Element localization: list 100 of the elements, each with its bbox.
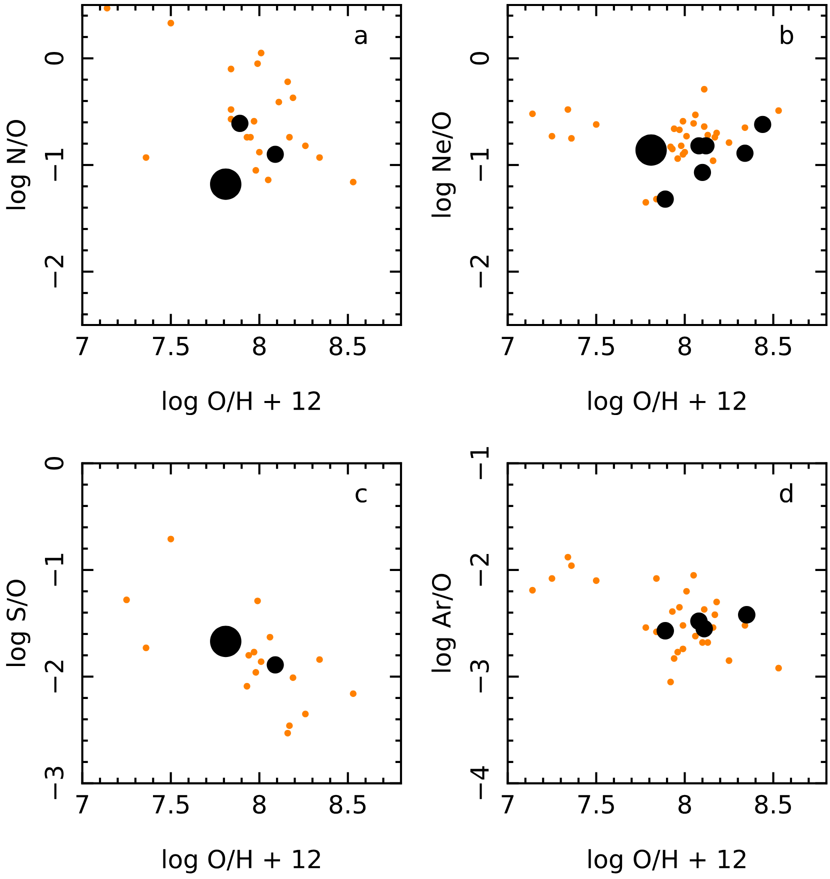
point bbox=[350, 178, 357, 186]
point bbox=[302, 142, 309, 150]
y-tick-label: 0 bbox=[470, 52, 489, 65]
point bbox=[254, 598, 261, 604]
point bbox=[302, 710, 309, 718]
y-tick-label: −1 bbox=[44, 554, 64, 586]
x-tick-label: 8 bbox=[253, 794, 266, 814]
point bbox=[712, 134, 718, 141]
point bbox=[316, 154, 323, 161]
point bbox=[674, 155, 682, 162]
point bbox=[680, 646, 686, 652]
point bbox=[692, 632, 699, 640]
point bbox=[286, 722, 293, 730]
y-tick-label: −4 bbox=[470, 766, 489, 800]
point bbox=[592, 577, 600, 584]
point bbox=[742, 124, 748, 131]
annotation: b bbox=[780, 24, 794, 44]
x-axis-title: log O/H + 12 bbox=[588, 390, 746, 416]
point bbox=[775, 107, 782, 114]
annotation: a bbox=[355, 30, 367, 44]
point bbox=[642, 624, 650, 631]
y-tick-label: 0 bbox=[44, 457, 64, 470]
point bbox=[529, 110, 536, 118]
x-tick-label: 8 bbox=[253, 336, 266, 356]
x-tick-label: 7 bbox=[76, 795, 88, 814]
point bbox=[256, 148, 263, 156]
point bbox=[683, 132, 690, 140]
y-tick-label: −3 bbox=[44, 766, 64, 800]
point bbox=[692, 112, 699, 118]
y-tick-label: −3 bbox=[470, 660, 489, 692]
y-axis-title: log Ar/O bbox=[432, 574, 456, 672]
point bbox=[696, 620, 713, 638]
point bbox=[712, 611, 718, 618]
x-tick-label: 7 bbox=[76, 336, 88, 356]
point bbox=[700, 86, 708, 93]
x-tick-label: 8.5 bbox=[755, 336, 791, 356]
point bbox=[167, 20, 174, 26]
y-tick-label: −2 bbox=[470, 554, 489, 586]
point bbox=[250, 648, 258, 656]
x-axis-title: log O/H + 12 bbox=[163, 390, 320, 416]
y-tick-label: −2 bbox=[44, 660, 64, 692]
point bbox=[700, 123, 708, 130]
point bbox=[713, 598, 720, 606]
point bbox=[142, 644, 150, 652]
annotation: c bbox=[356, 488, 366, 503]
point bbox=[653, 575, 660, 582]
point bbox=[704, 132, 712, 138]
point bbox=[738, 606, 756, 624]
x-tick-label: 7 bbox=[502, 795, 514, 814]
point bbox=[676, 126, 683, 134]
point bbox=[228, 106, 234, 113]
point bbox=[670, 655, 678, 662]
point bbox=[228, 66, 234, 72]
x-tick-label: 7 bbox=[502, 336, 514, 356]
point bbox=[252, 167, 260, 174]
point bbox=[284, 730, 292, 736]
point bbox=[252, 669, 260, 676]
point bbox=[700, 606, 708, 613]
point bbox=[680, 151, 686, 158]
point bbox=[592, 121, 600, 128]
point bbox=[284, 78, 292, 86]
point bbox=[710, 157, 716, 164]
y-tick-label: −2 bbox=[470, 256, 489, 288]
y-axis-title: log Ne/O bbox=[432, 112, 456, 217]
point bbox=[669, 608, 676, 615]
point bbox=[704, 639, 712, 646]
y-tick-label: −1 bbox=[470, 447, 489, 480]
point bbox=[656, 622, 674, 640]
y-axis-title: log N/O bbox=[6, 120, 30, 210]
x-tick-label: 8.5 bbox=[330, 336, 366, 356]
x-tick-label: 8 bbox=[678, 794, 691, 814]
point bbox=[548, 575, 556, 582]
point bbox=[683, 588, 690, 595]
point bbox=[642, 199, 650, 206]
point bbox=[670, 125, 678, 132]
x-tick-label: 7.5 bbox=[578, 795, 614, 814]
point bbox=[564, 554, 572, 560]
x-tick-label: 8.5 bbox=[330, 794, 366, 814]
point bbox=[245, 652, 252, 659]
point bbox=[726, 139, 732, 146]
point bbox=[276, 98, 282, 106]
point bbox=[690, 572, 697, 579]
x-tick-label: 7.5 bbox=[153, 795, 189, 814]
x-axis-title: log O/H + 12 bbox=[163, 849, 320, 874]
point bbox=[316, 656, 323, 663]
point bbox=[266, 634, 274, 640]
y-tick-label: 0 bbox=[44, 52, 64, 65]
point bbox=[564, 106, 572, 113]
point bbox=[680, 118, 686, 125]
point bbox=[286, 134, 293, 141]
point bbox=[244, 682, 250, 690]
point bbox=[680, 622, 686, 629]
point bbox=[254, 60, 261, 67]
annotation: d bbox=[780, 483, 792, 503]
x-tick-label: 8 bbox=[678, 336, 691, 356]
point bbox=[678, 142, 685, 150]
y-tick-label: −1 bbox=[44, 148, 64, 181]
point bbox=[258, 50, 264, 56]
point bbox=[775, 664, 782, 672]
point bbox=[264, 176, 272, 184]
